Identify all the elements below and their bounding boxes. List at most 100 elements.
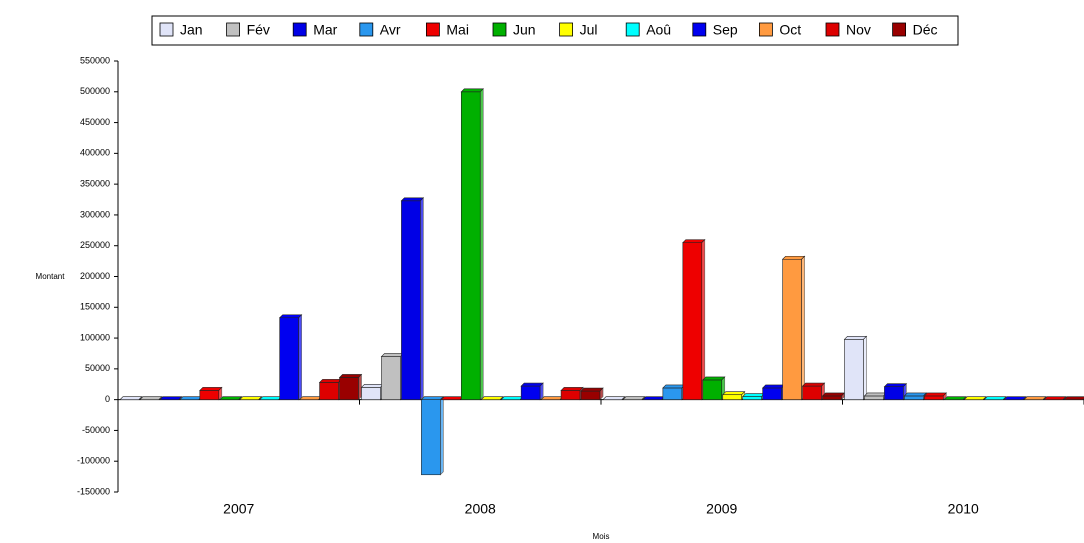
bar-top bbox=[119, 396, 143, 400]
bar-top bbox=[139, 396, 163, 400]
bar bbox=[844, 339, 864, 400]
y-axis-label: Montant bbox=[36, 272, 66, 281]
bar bbox=[361, 387, 381, 400]
legend-label: Fév bbox=[247, 22, 270, 38]
bar-top bbox=[338, 374, 363, 378]
bar-top bbox=[682, 239, 706, 243]
bar-side bbox=[440, 395, 444, 476]
bar bbox=[904, 395, 924, 400]
legend-label: Jul bbox=[580, 22, 598, 38]
x-tick-label: 2007 bbox=[223, 501, 254, 517]
legend-label: Sep bbox=[713, 22, 738, 38]
y-tick-label: 500000 bbox=[80, 86, 110, 96]
legend-label: Déc bbox=[913, 22, 938, 38]
legend-swatch bbox=[292, 22, 307, 37]
bar-top bbox=[1063, 396, 1084, 400]
bar-top bbox=[580, 387, 604, 392]
bar-top bbox=[662, 384, 686, 389]
bar-side bbox=[178, 396, 183, 400]
y-tick-label: -50000 bbox=[82, 425, 110, 435]
bar-top bbox=[159, 396, 183, 400]
bar-top bbox=[1043, 396, 1067, 400]
bar-top bbox=[400, 197, 425, 202]
legend-label: Jun bbox=[513, 22, 536, 38]
bar-top bbox=[179, 396, 203, 400]
bar bbox=[401, 200, 421, 400]
bar-top bbox=[963, 396, 987, 400]
bar-top bbox=[863, 392, 888, 397]
y-tick-label: 550000 bbox=[80, 55, 110, 65]
legend-swatch bbox=[692, 22, 707, 37]
bar-top bbox=[801, 382, 826, 387]
bar-top bbox=[239, 396, 263, 400]
bar-side bbox=[218, 386, 223, 401]
bar-side bbox=[1042, 396, 1047, 400]
bar-top bbox=[843, 336, 868, 340]
bar-side bbox=[1062, 396, 1067, 400]
bar-side bbox=[420, 197, 424, 401]
bar-side bbox=[479, 88, 484, 401]
bar-top bbox=[883, 383, 908, 388]
bar bbox=[381, 356, 401, 400]
legend-swatch bbox=[425, 22, 440, 37]
bar bbox=[802, 385, 822, 400]
y-tick-label: 450000 bbox=[80, 117, 110, 127]
legend-label: Oct bbox=[779, 22, 801, 38]
bar-side bbox=[238, 396, 242, 400]
bar bbox=[762, 387, 782, 400]
legend-swatch bbox=[159, 22, 174, 37]
y-tick-label: 50000 bbox=[85, 363, 110, 373]
bar-top bbox=[500, 396, 524, 400]
bar-side bbox=[138, 396, 143, 400]
bar-side bbox=[298, 314, 302, 401]
bar-top bbox=[540, 396, 564, 400]
bar-side bbox=[801, 255, 805, 401]
legend-swatch bbox=[226, 22, 241, 37]
bar-side bbox=[963, 396, 967, 400]
bar bbox=[662, 387, 683, 400]
bar bbox=[421, 399, 441, 476]
bar-top bbox=[278, 314, 303, 319]
bar-top bbox=[298, 396, 323, 400]
bar-side bbox=[499, 396, 504, 400]
bar-top bbox=[480, 396, 504, 400]
x-tick-label: 2008 bbox=[465, 501, 496, 517]
legend-box bbox=[151, 15, 959, 46]
bar-top bbox=[380, 353, 405, 357]
legend-swatch bbox=[825, 22, 840, 37]
bar-top bbox=[219, 396, 243, 400]
bar bbox=[702, 379, 723, 400]
bar bbox=[822, 395, 842, 400]
bar-top bbox=[602, 396, 626, 400]
bar-side bbox=[863, 335, 867, 401]
legend-swatch bbox=[625, 22, 640, 37]
bar bbox=[580, 390, 601, 400]
bar-top bbox=[781, 255, 806, 260]
bar-top bbox=[642, 396, 666, 400]
bar bbox=[864, 395, 884, 400]
bar-top bbox=[1003, 396, 1027, 400]
legend-label: Mai bbox=[446, 22, 469, 38]
bar bbox=[782, 258, 802, 400]
y-tick-label: 200000 bbox=[80, 271, 110, 281]
y-tick-label: 300000 bbox=[80, 209, 110, 219]
bar-side bbox=[982, 396, 987, 400]
y-tick-label: 0 bbox=[105, 394, 110, 404]
bar-top bbox=[622, 396, 646, 400]
y-tick-label: 100000 bbox=[80, 332, 110, 342]
legend-label: Avr bbox=[380, 22, 401, 38]
legend-swatch bbox=[492, 22, 507, 37]
legend-label: Jan bbox=[180, 22, 203, 38]
bar-top bbox=[440, 396, 465, 400]
bar-top bbox=[199, 387, 223, 391]
y-tick-label: 350000 bbox=[80, 179, 110, 189]
x-axis-label: Mois bbox=[593, 532, 610, 541]
legend-label: Aoû bbox=[646, 22, 671, 38]
legend-swatch bbox=[359, 22, 374, 37]
bar-top bbox=[722, 391, 746, 396]
legend-label: Nov bbox=[846, 22, 871, 38]
bar bbox=[319, 382, 339, 400]
bar-side bbox=[258, 396, 262, 400]
bar bbox=[460, 91, 481, 400]
